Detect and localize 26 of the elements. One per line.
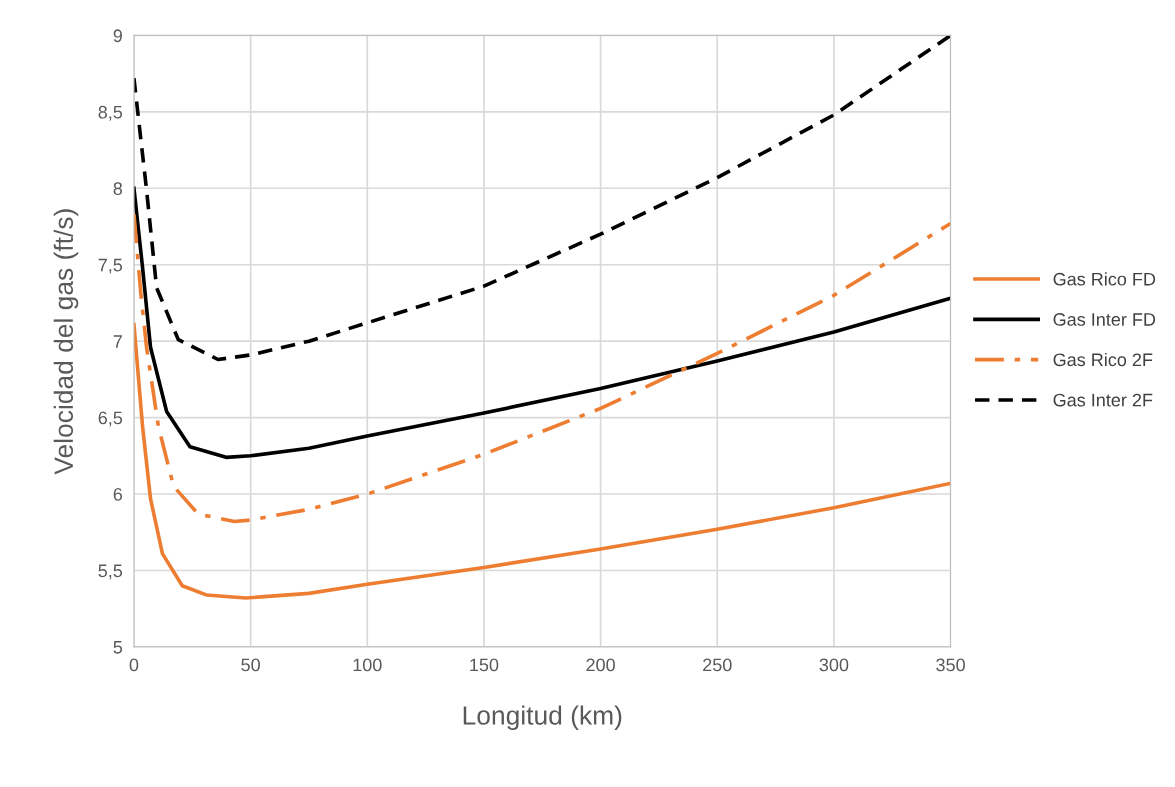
y-tick-label: 7 bbox=[113, 335, 122, 348]
line-series bbox=[133, 186, 951, 460]
y-tick-label: 7,5 bbox=[98, 258, 123, 274]
y-axis-title: Velocidad del gas (ft/s) bbox=[53, 209, 79, 475]
y-tick-label: 8 bbox=[113, 182, 123, 196]
legend-label: Gas Rico FD bbox=[1053, 272, 1156, 286]
x-tick-label: 0 bbox=[129, 658, 139, 672]
y-tick-label: 6,5 bbox=[98, 411, 123, 427]
y-tick-label: 8,5 bbox=[98, 105, 123, 121]
y-tick-label: 5,5 bbox=[98, 564, 123, 580]
line-series bbox=[133, 322, 951, 600]
x-tick-label: 150 bbox=[470, 658, 499, 672]
line-series bbox=[133, 212, 951, 524]
legend-label: Gas Inter 2F bbox=[1053, 393, 1153, 407]
y-tick-label: 5 bbox=[113, 641, 123, 654]
legend-label: Gas Inter FD bbox=[1053, 313, 1156, 326]
x-tick-label: 350 bbox=[936, 658, 965, 672]
y-tick-label: 6 bbox=[113, 487, 123, 501]
y-tick-label: 9 bbox=[113, 29, 122, 43]
x-tick-label: 50 bbox=[241, 658, 260, 672]
x-tick-label: 300 bbox=[819, 658, 849, 672]
x-tick-label: 250 bbox=[703, 658, 732, 672]
x-axis-title: Longitud (km) bbox=[463, 705, 622, 731]
x-tick-label: 100 bbox=[353, 658, 382, 672]
legend-label: Gas Rico 2F bbox=[1053, 352, 1153, 367]
x-tick-label: 200 bbox=[586, 658, 615, 672]
